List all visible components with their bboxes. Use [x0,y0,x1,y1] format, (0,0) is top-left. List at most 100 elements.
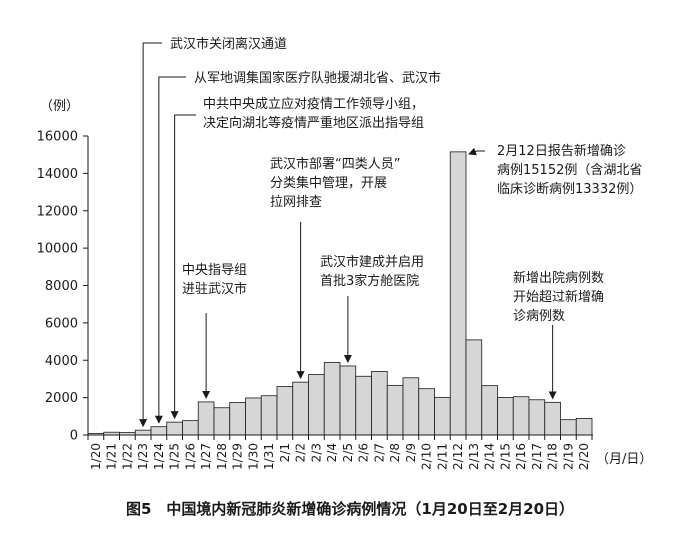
x-axis-unit-label: （月/日） [596,452,652,467]
x-tick-label-2-15: 2/15 [498,443,512,470]
bar-1-25 [166,421,183,436]
bar-2-17 [528,399,546,436]
y-axis-unit-label: （例） [40,99,79,114]
bars-layer [87,151,593,436]
annotation-3-line-2: 决定向湖北等疫情严重地区派出指导组 [203,115,424,131]
bar-2-14 [481,385,498,436]
annotation-7-arrow [468,147,485,156]
bar-2-19 [560,419,577,436]
annotation-8-line-3: 诊病例数 [513,309,565,324]
annotation-6-line-2: 首批3家方舱医院 [320,273,419,289]
x-tick-label-1-20: 1/20 [89,443,103,470]
bar-1-28 [213,407,231,436]
x-tick-label-2-8: 2/8 [388,443,402,462]
x-tick-label-1-28: 1/28 [215,443,229,470]
bar-2-15 [497,397,514,436]
bar-2-20 [575,417,593,436]
x-tick-label-2-11: 2/11 [435,443,449,470]
x-tick-label-2-5: 2/5 [341,443,355,462]
x-tick-label-1-25: 1/25 [168,443,182,470]
annotation-3-line-1: 中共中央成立应对疫情工作领导小组， [203,96,424,112]
y-tick-label-0: 0 [70,429,78,444]
annotation-7-line-1: 2月12日报告新增确诊 [497,143,626,159]
bar-1-24 [150,426,168,436]
bar-1-29 [229,402,246,436]
annotation-1-line-1: 武汉市关闭离汉通道 [170,36,287,52]
annotations-layer: 武汉市关闭离汉通道从军地调集国家医疗队驰援湖北省、武汉市中共中央成立应对疫情工作… [139,36,642,428]
bar-2-12 [449,151,467,436]
x-tick-label-2-18: 2/18 [546,443,560,470]
y-tick-label-4000: 4000 [45,354,78,369]
x-tick-label-2-4: 2/4 [325,443,339,462]
x-tick-label-2-20: 2/20 [577,443,591,470]
x-tick-label-2-19: 2/19 [561,443,575,470]
x-tick-label-2-3: 2/3 [309,443,323,462]
annotation-5-line-2: 分类集中管理，开展 [270,175,387,191]
annotation-4-line-2: 进驻武汉市 [182,281,247,297]
bar-2-6 [355,375,372,436]
bar-2-8 [386,384,404,436]
y-tick-label-10000: 10000 [37,242,78,257]
annotation-6-line-1: 武汉市建成并启用 [320,254,424,270]
y-tick-label-14000: 14000 [37,167,78,182]
x-tick-label-1-26: 1/26 [183,443,197,470]
annotation-5-line-3: 拉网排查 [270,195,322,210]
x-tick-label-2-12: 2/12 [451,443,465,470]
bar-1-23 [134,429,152,436]
annotation-2: 从军地调集国家医疗队驰援湖北省、武汉市 [154,70,441,424]
bar-1-26 [182,420,199,436]
x-tick-label-1-27: 1/27 [199,443,213,470]
bar-2-10 [418,388,435,436]
bar-1-27 [197,401,215,436]
y-tick-label-8000: 8000 [45,279,78,294]
annotation-4-line-1: 中央指导组 [182,263,247,278]
bar-2-13 [465,339,483,436]
y-tick-label-16000: 16000 [37,130,78,145]
bar-2-7 [371,371,388,436]
bar-2-4 [323,361,341,436]
annotation-3: 中共中央成立应对疫情工作领导小组， 决定向湖北等疫情严重地区派出指导组 [170,96,424,420]
bar-2-18 [544,401,561,436]
x-tick-label-2-10: 2/10 [420,443,434,470]
annotation-8-line-1: 新增出院病例数 [513,270,604,286]
annotation-8-line-2: 开始超过新增确 [513,289,604,305]
x-tick-label-2-17: 2/17 [530,443,544,470]
x-tick-label-2-14: 2/14 [483,443,497,470]
x-tick-label-2-16: 2/16 [514,443,528,470]
x-tick-label-1-22: 1/22 [120,443,134,470]
y-tick-label-6000: 6000 [45,316,78,331]
bar-1-30 [245,397,262,436]
annotation-2-line-1: 从军地调集国家医疗队驰援湖北省、武汉市 [194,70,441,86]
x-tick-label-2-6: 2/6 [357,443,371,462]
x-tick-label-2-1: 2/1 [278,443,292,462]
x-tick-label-1-31: 1/31 [262,443,276,470]
bar-1-31 [260,395,278,436]
annotation-5-line-1: 武汉市部署“四类人员” [270,156,400,172]
bar-2-5 [339,365,357,436]
x-tick-label-1-29: 1/29 [231,443,245,470]
x-tick-label-2-2: 2/2 [294,443,308,462]
figure-caption: 图5 中国境内新冠肺炎新增确诊病例情况（1月20日至2月20日） [125,500,575,518]
x-tick-label-2-9: 2/9 [404,443,418,462]
bar-2-11 [434,396,451,436]
bar-2-1 [276,386,294,436]
y-ticks-layer: 0 2000 4000 6000 8000 10000 12000 14000 16000 [37,130,88,444]
annotation-3-arrow [170,114,196,420]
x-tick-label-2-13: 2/13 [467,443,481,470]
bar-2-9 [402,377,420,436]
x-tick-label-1-30: 1/30 [246,443,260,470]
annotation-1: 武汉市关闭离汉通道 [139,36,287,428]
annotation-2-arrow [154,76,186,424]
bar-2-3 [308,374,325,436]
bar-2-2 [292,381,309,436]
x-tick-label-2-7: 2/7 [372,443,386,462]
y-tick-label-2000: 2000 [45,391,78,406]
bar-2-16 [512,396,530,436]
x-tick-label-1-23: 1/23 [136,443,150,470]
annotation-7-line-2: 病例15152例（含湖北省 [497,162,642,178]
